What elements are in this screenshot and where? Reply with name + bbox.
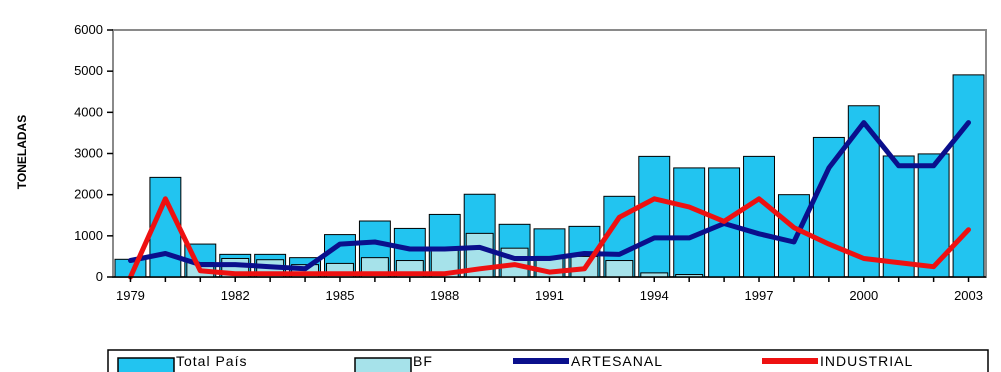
artesanal-line: [128, 120, 971, 272]
bf-bar: [605, 260, 634, 278]
x-tick-label: 1997: [745, 288, 774, 303]
legend: Total País BF ARTESANAL INDUSTRIAL: [107, 349, 989, 372]
y-tick-label: 0: [96, 269, 103, 284]
total-pais-bar: [638, 155, 671, 278]
y-tick-label: 5000: [74, 63, 103, 78]
y-axis-label: TONELADAS: [15, 115, 29, 189]
total-pais-bar: [673, 167, 706, 278]
legend-swatch-bf: [354, 357, 412, 372]
total-pais-bar: [952, 74, 985, 278]
industrial-line: [128, 196, 971, 280]
y-tick-label: 6000: [74, 22, 103, 37]
x-tick-label: 1988: [430, 288, 459, 303]
x-tick-label: 1979: [116, 288, 145, 303]
legend-label-artesanal: ARTESANAL: [571, 353, 663, 369]
y-tick-label: 4000: [74, 104, 103, 119]
total-pais-bar: [708, 167, 741, 278]
x-tick-label: 1985: [326, 288, 355, 303]
total-pais-bars: [114, 74, 985, 278]
y-tick-label: 1000: [74, 228, 103, 243]
legend-label-bf: BF: [413, 353, 433, 369]
total-pais-bar: [882, 155, 915, 278]
legend-label-industrial: INDUSTRIAL: [820, 353, 913, 369]
total-pais-bar: [743, 155, 775, 278]
axes: 0 1000 2000 3000 4000 5000 6000 1979 1982 1985 198…: [74, 22, 986, 303]
y-tick-label: 3000: [74, 146, 103, 161]
x-tick-label: 2000: [849, 288, 878, 303]
x-tick-label: 1994: [640, 288, 669, 303]
y-tick-label: 2000: [74, 187, 103, 202]
total-pais-bar: [847, 105, 880, 278]
total-pais-bar: [812, 136, 845, 278]
x-tick-label: 2003: [954, 288, 983, 303]
legend-swatch-total-pa-s: [117, 357, 175, 372]
x-tick-label: 1991: [535, 288, 564, 303]
total-pais-bar: [777, 194, 810, 278]
legend-label-total-pa-s: Total País: [176, 353, 247, 369]
x-tick-label: 1982: [221, 288, 250, 303]
series-lines: [128, 120, 971, 280]
